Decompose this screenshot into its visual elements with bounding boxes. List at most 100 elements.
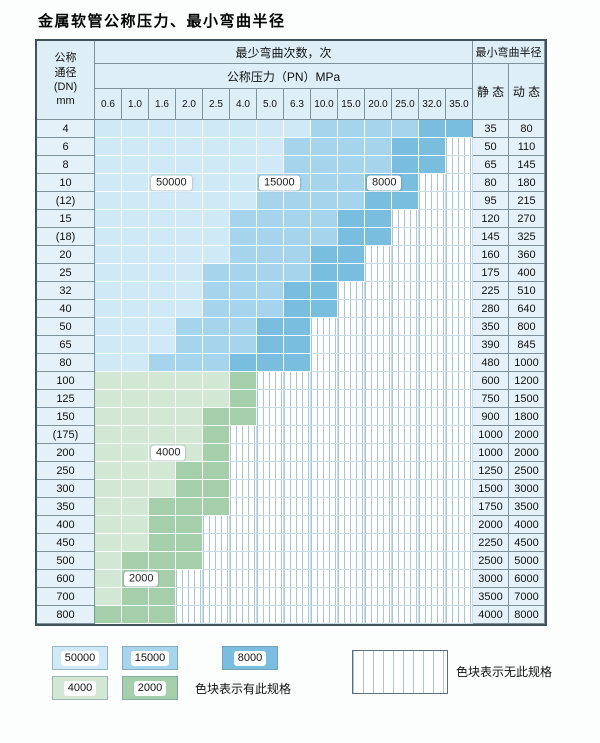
grid-cell-15000 <box>338 156 365 174</box>
grid-cell-2000 <box>203 408 230 426</box>
grid-cell-50000 <box>122 282 149 300</box>
grid-cell-no-spec <box>365 354 392 372</box>
grid-cell-50000 <box>122 354 149 372</box>
dn-value: 8 <box>37 156 95 174</box>
grid-cell-8000 <box>338 264 365 282</box>
grid-cell-no-spec <box>392 408 419 426</box>
table-row: 40 280 640 <box>37 300 545 318</box>
dn-value: 32 <box>37 282 95 300</box>
grid-cell-no-spec <box>419 192 446 210</box>
grid-cell-15000 <box>176 336 203 354</box>
table-row: 200 4000 1000 2000 <box>37 444 545 462</box>
table-row: 125 750 1500 <box>37 390 545 408</box>
grid-cell-no-spec <box>284 408 311 426</box>
grid-cell-50000 <box>122 264 149 282</box>
grid-cell-no-spec <box>257 426 284 444</box>
grid-cell-no-spec <box>230 444 257 462</box>
grid-cell-2000 <box>230 390 257 408</box>
grid-cell-50000 <box>149 318 176 336</box>
grid-cell-no-spec <box>338 552 365 570</box>
grid-cell-15000 <box>257 264 284 282</box>
static-radius-value: 80 <box>473 174 509 192</box>
grid-cell-4000 <box>122 390 149 408</box>
table-row: 8 65 145 <box>37 156 545 174</box>
dn-value: 4 <box>37 120 95 138</box>
grid-cell-15000 <box>284 264 311 282</box>
grid-cell-2000 <box>203 426 230 444</box>
grid-cell-50000 <box>95 336 122 354</box>
region-label-50000: 50000 <box>151 175 192 190</box>
grid-cell-no-spec <box>338 282 365 300</box>
static-radius-value: 3000 <box>473 570 509 588</box>
grid-cell-8000 <box>284 282 311 300</box>
grid-cell-15000 <box>284 156 311 174</box>
grid-cell-50000 <box>95 210 122 228</box>
grid-cell-50000 <box>203 120 230 138</box>
grid-cell-no-spec <box>446 138 473 156</box>
grid-cell-no-spec <box>284 480 311 498</box>
grid-cell-4000 <box>176 372 203 390</box>
grid-cell-15000 <box>257 192 284 210</box>
dn-value: 15 <box>37 210 95 228</box>
pressure-column-header: 2.5 <box>203 89 230 120</box>
grid-cell-no-spec <box>257 570 284 588</box>
grid-cell-no-spec <box>419 318 446 336</box>
grid-cell-15000 <box>311 138 338 156</box>
grid-cell-no-spec <box>419 480 446 498</box>
grid-cell-no-spec <box>257 408 284 426</box>
grid-cell-8000 <box>257 318 284 336</box>
pressure-column-header: 6.3 <box>284 89 311 120</box>
grid-cell-no-spec <box>392 606 419 624</box>
cycles-title: 最少弯曲次数，次 <box>95 41 473 64</box>
grid-cell-2000 <box>149 552 176 570</box>
grid-cell-50000 <box>176 138 203 156</box>
dn-value: (18) <box>37 228 95 246</box>
grid-cell-no-spec <box>311 354 338 372</box>
grid-cell-2000 <box>176 552 203 570</box>
static-radius-value: 2500 <box>473 552 509 570</box>
static-radius-value: 1000 <box>473 444 509 462</box>
grid-cell-no-spec <box>203 588 230 606</box>
grid-cell-50000 <box>122 192 149 210</box>
grid-cell-4000 <box>122 426 149 444</box>
grid-cell-no-spec <box>392 336 419 354</box>
grid-cell-no-spec <box>338 408 365 426</box>
grid-cell-15000 <box>392 120 419 138</box>
grid-cell-8000 <box>230 354 257 372</box>
static-radius-value: 280 <box>473 300 509 318</box>
pressure-column-header: 20.0 <box>365 89 392 120</box>
grid-cell-no-spec <box>284 588 311 606</box>
grid-cell-no-spec <box>419 300 446 318</box>
grid-cell-no-spec <box>419 174 446 192</box>
grid-cell-4000 <box>149 408 176 426</box>
dn-value: 500 <box>37 552 95 570</box>
grid-cell-no-spec <box>203 570 230 588</box>
grid-cell-no-spec <box>446 336 473 354</box>
legend-swatch-15000: 15000 <box>122 646 178 670</box>
grid-cell-4000 <box>203 390 230 408</box>
grid-cell-8000 <box>284 354 311 372</box>
pressure-column-header: 10.0 <box>311 89 338 120</box>
grid-cell-no-spec <box>446 606 473 624</box>
grid-cell-15000 <box>365 156 392 174</box>
legend-swatch-no-spec <box>352 650 448 694</box>
grid-cell-no-spec <box>392 426 419 444</box>
grid-cell-2000 <box>230 408 257 426</box>
grid-cell-8000 <box>311 246 338 264</box>
grid-cell-no-spec <box>365 282 392 300</box>
grid-cell-no-spec <box>365 588 392 606</box>
pressure-column-header: 1.6 <box>149 89 176 120</box>
grid-cell-no-spec <box>392 282 419 300</box>
grid-cell-15000 <box>149 354 176 372</box>
grid-cell-no-spec <box>419 390 446 408</box>
grid-cell-15000 <box>230 336 257 354</box>
dynamic-radius-value: 510 <box>509 282 545 300</box>
grid-cell-no-spec <box>311 516 338 534</box>
grid-cell-4000 <box>176 408 203 426</box>
grid-cell-2000 <box>176 498 203 516</box>
grid-cell-8000: 8000 <box>365 174 402 192</box>
table-row: 6 50 110 <box>37 138 545 156</box>
grid-cell-no-spec <box>365 264 392 282</box>
grid-cell-15000 <box>311 174 338 192</box>
grid-cell-50000 <box>257 156 284 174</box>
